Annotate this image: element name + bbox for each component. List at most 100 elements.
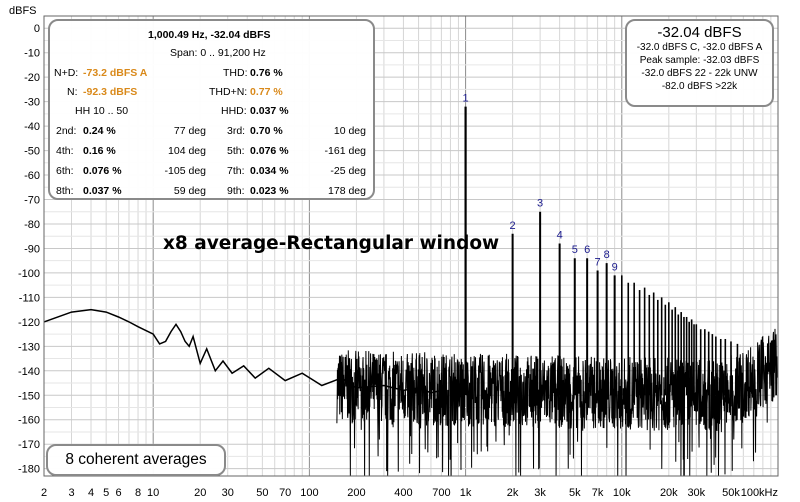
hhd-label: HHD: xyxy=(221,105,247,117)
x-tick-label: 3 xyxy=(68,487,74,499)
y-tick-label: -140 xyxy=(18,366,40,378)
harmonic-value: 0.24 % xyxy=(83,125,116,137)
x-tick-label: 100 xyxy=(300,487,318,499)
harmonic-label: 8th: xyxy=(56,185,74,197)
thdn-value: 0.77 % xyxy=(250,86,283,98)
thd-label: THD: xyxy=(223,67,248,79)
x-tick-label: 30k xyxy=(687,487,705,499)
y-tick-label: -150 xyxy=(18,390,40,402)
harmonic-phase: -105 deg xyxy=(164,165,206,177)
y-tick-label: -130 xyxy=(18,341,40,353)
x-tick-label: 5 xyxy=(103,487,109,499)
x-tick-label: 100kHz xyxy=(741,487,778,499)
level-unweighted: -32.0 dBFS 22 - 22k UNW xyxy=(641,68,758,79)
harmonic-label: 3 xyxy=(537,198,543,210)
x-tick-label: 10 xyxy=(147,487,159,499)
harmonic-label: 4 xyxy=(557,230,563,242)
harmonic-phase: 178 deg xyxy=(328,185,366,197)
thd-value: 0.76 % xyxy=(250,67,283,79)
x-tick-label: 20k xyxy=(660,487,678,499)
x-tick-label: 6 xyxy=(115,487,121,499)
noise-floor-trace xyxy=(336,328,778,477)
harmonic-phase: -25 deg xyxy=(330,165,366,177)
harmonic-label: 9 xyxy=(612,261,618,273)
y-tick-label: -80 xyxy=(24,219,40,231)
harmonic-label: 5 xyxy=(572,244,578,256)
y-tick-label: -60 xyxy=(24,170,40,182)
level-peak-sample: Peak sample: -32.03 dBFS xyxy=(639,55,760,66)
spectrum-trace xyxy=(43,106,778,477)
level-main-value: -32.04 dBFS xyxy=(657,24,742,41)
y-tick-label: 0 xyxy=(34,23,40,35)
x-tick-label: 50k xyxy=(722,487,740,499)
y-tick-label: -10 xyxy=(24,48,40,60)
harmonic-value: 0.70 % xyxy=(250,125,283,137)
y-tick-label: -170 xyxy=(18,439,40,451)
harmonic-label: 4th: xyxy=(56,145,74,157)
x-tick-label: 10k xyxy=(613,487,631,499)
level-weighted: -32.0 dBFS C, -32.0 dBFS A xyxy=(636,42,763,53)
x-tick-label: 2k xyxy=(507,487,519,499)
harmonic-label: 9th: xyxy=(227,185,245,197)
nd-label: N+D: xyxy=(54,67,79,79)
harmonic-label: 7th: xyxy=(227,165,245,177)
harmonic-label: 8 xyxy=(604,249,610,261)
x-tick-label: 400 xyxy=(394,487,412,499)
x-tick-label: 4 xyxy=(88,487,94,499)
harmonic-value: 0.037 % xyxy=(83,185,122,197)
averages-panel: 8 coherent averages xyxy=(46,444,226,476)
span-readout: Span: 0 .. 91,200 Hz xyxy=(170,47,266,59)
x-tick-label: 70 xyxy=(279,487,291,499)
harmonic-label: 2 xyxy=(510,220,516,232)
harmonic-label: 2nd: xyxy=(56,125,77,137)
y-tick-label: -90 xyxy=(24,243,40,255)
harmonic-label: 7 xyxy=(595,256,601,268)
axis-labels: 0 -10 -20 -30 -40 -50 -60 -70 -80 -90 -100 -110 -120… xyxy=(18,23,778,499)
x-tick-label: 20 xyxy=(194,487,206,499)
y-tick-label: -100 xyxy=(18,268,40,280)
x-tick-label: 5k xyxy=(569,487,581,499)
x-tick-label: 200 xyxy=(347,487,365,499)
plot-frame xyxy=(43,15,779,477)
x-tick-label: 2 xyxy=(41,487,47,499)
harmonic-phase: 59 deg xyxy=(173,185,206,197)
y-tick-label: -180 xyxy=(18,464,40,476)
x-tick-label: 30 xyxy=(222,487,234,499)
y-tick-label: -70 xyxy=(24,195,40,207)
harmonic-label: 3rd: xyxy=(227,125,246,137)
y-tick-label: -120 xyxy=(18,317,40,329)
harmonic-value: 0.076 % xyxy=(83,165,122,177)
harmonic-label: 1 xyxy=(463,93,469,105)
harmonic-phase: 77 deg xyxy=(173,125,206,137)
harmonic-value: 0.076 % xyxy=(250,145,289,157)
noise-value: -92.3 dBFS xyxy=(83,86,138,98)
harmonic-phase: -161 deg xyxy=(324,145,366,157)
y-tick-label: -30 xyxy=(24,97,40,109)
harmonic-value: 0.023 % xyxy=(250,185,289,197)
harmonic-phase: 10 deg xyxy=(333,125,366,137)
harmonic-label: 6 xyxy=(584,244,590,256)
harmonic-label: 5th: xyxy=(227,145,245,157)
averages-label: 8 coherent averages xyxy=(65,451,207,468)
harmonic-value: 0.16 % xyxy=(83,145,116,157)
level-readout-panel: -32.04 dBFS -32.0 dBFS C, -32.0 dBFS A P… xyxy=(625,19,774,107)
x-tick-label: 1k xyxy=(460,487,472,499)
y-tick-label: -20 xyxy=(24,72,40,84)
hh-range: HH 10 .. 50 xyxy=(75,105,129,117)
y-tick-label: -110 xyxy=(19,292,40,304)
hhd-value: 0.037 % xyxy=(250,105,289,117)
y-tick-label: -160 xyxy=(18,415,40,427)
thdn-label: THD+N: xyxy=(209,86,248,98)
distortion-readout-panel: 1,000.49 Hz, -32.04 dBFS Span: 0 .. 91,2… xyxy=(48,19,375,200)
x-tick-label: 700 xyxy=(432,487,450,499)
harmonic-phase: 104 deg xyxy=(168,145,206,157)
noise-label: N: xyxy=(67,86,78,98)
x-tick-label: 50 xyxy=(256,487,268,499)
x-tick-label: 7k xyxy=(592,487,604,499)
y-axis-unit-label: dBFS xyxy=(9,5,37,17)
harmonic-label: 6th: xyxy=(56,165,74,177)
harmonic-value: 0.034 % xyxy=(250,165,289,177)
fundamental-readout: 1,000.49 Hz, -32.04 dBFS xyxy=(148,29,271,41)
x-tick-label: 8 xyxy=(135,487,141,499)
chart-title: x8 average-Rectangular window xyxy=(163,233,500,254)
